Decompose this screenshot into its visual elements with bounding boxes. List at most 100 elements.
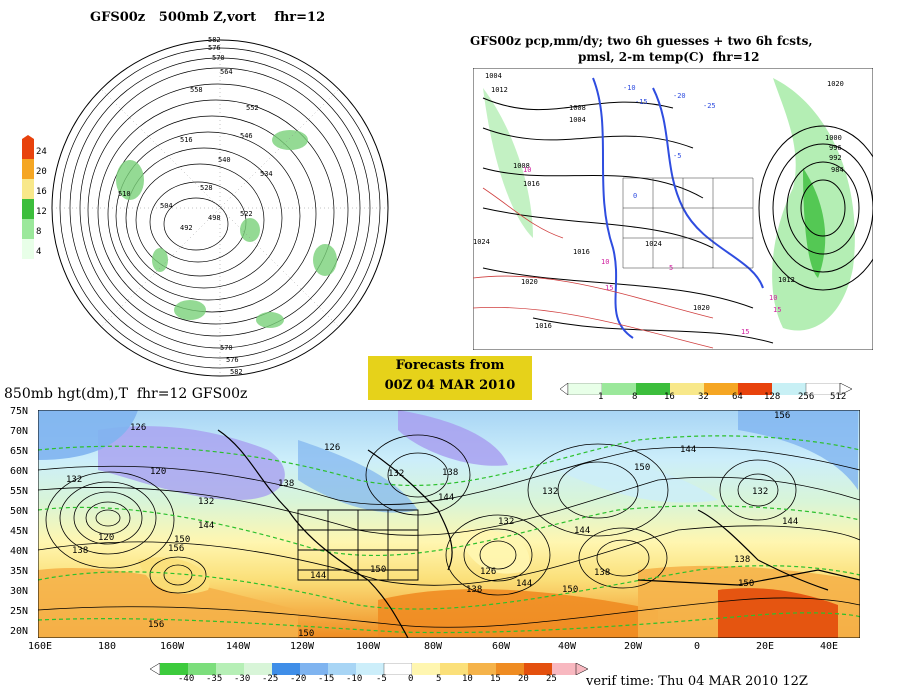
svg-text:576: 576 bbox=[226, 356, 239, 364]
panel-500mb-title: GFS00z 500mb Z,vort fhr=12 bbox=[90, 10, 326, 25]
svg-text:-10: -10 bbox=[623, 84, 636, 92]
svg-text:144: 144 bbox=[516, 579, 532, 589]
svg-text:138: 138 bbox=[442, 468, 458, 478]
temp-tick-m15: -15 bbox=[318, 674, 335, 684]
svg-text:1016: 1016 bbox=[523, 180, 540, 188]
lon-label-180: 180 bbox=[98, 641, 117, 652]
svg-text:570: 570 bbox=[212, 54, 225, 62]
svg-text:992: 992 bbox=[829, 154, 842, 162]
svg-text:150: 150 bbox=[370, 565, 386, 575]
svg-text:1016: 1016 bbox=[573, 248, 590, 256]
lon-label-60w: 60W bbox=[492, 641, 511, 652]
lon-label-100w: 100W bbox=[356, 641, 381, 652]
panel-pcp-map: 1004 1012 1008 1004 1008 1016 1024 1020 … bbox=[473, 68, 873, 350]
panel-pcp-title-line2: pmsl, 2-m temp(C) fhr=12 bbox=[578, 50, 760, 64]
forecast-box-line2: 00Z 04 MAR 2010 bbox=[384, 378, 516, 393]
svg-text:126: 126 bbox=[324, 443, 340, 453]
svg-text:546: 546 bbox=[240, 132, 253, 140]
svg-text:528: 528 bbox=[200, 184, 213, 192]
pcp-tick-256: 256 bbox=[798, 392, 815, 402]
temp-tick-m30: -30 bbox=[234, 674, 251, 684]
svg-text:156: 156 bbox=[148, 620, 164, 630]
svg-text:492: 492 bbox=[180, 224, 193, 232]
forecast-box: Forecasts from 00Z 04 MAR 2010 bbox=[368, 356, 532, 400]
svg-text:582: 582 bbox=[208, 36, 221, 44]
svg-text:582: 582 bbox=[230, 368, 243, 376]
svg-text:132: 132 bbox=[498, 517, 514, 527]
lat-label-45n: 45N bbox=[10, 526, 29, 537]
temp-tick-m35: -35 bbox=[206, 674, 223, 684]
svg-text:522: 522 bbox=[240, 210, 253, 218]
vort-tick-12: 12 bbox=[36, 207, 47, 217]
svg-text:15: 15 bbox=[605, 284, 613, 292]
temp-tick-m5: -5 bbox=[376, 674, 387, 684]
svg-text:1008: 1008 bbox=[513, 162, 530, 170]
lon-label-160w: 160W bbox=[160, 641, 185, 652]
svg-text:984: 984 bbox=[831, 166, 844, 174]
svg-text:570: 570 bbox=[220, 344, 233, 352]
svg-text:126: 126 bbox=[480, 567, 496, 577]
svg-text:1012: 1012 bbox=[778, 276, 795, 284]
svg-text:1004: 1004 bbox=[569, 116, 586, 124]
svg-text:-25: -25 bbox=[703, 102, 716, 110]
panel-500mb-map: 582 576 570 564 558 552 546 540 534 528 … bbox=[51, 36, 389, 377]
svg-text:138: 138 bbox=[466, 585, 482, 595]
lon-label-20e: 20E bbox=[756, 641, 775, 652]
svg-text:564: 564 bbox=[220, 68, 233, 76]
temp-tick-m40: -40 bbox=[178, 674, 195, 684]
lat-label-55n: 55N bbox=[10, 486, 29, 497]
svg-text:510: 510 bbox=[118, 190, 131, 198]
svg-text:576: 576 bbox=[208, 44, 221, 52]
svg-text:120: 120 bbox=[150, 467, 166, 477]
lat-label-40n: 40N bbox=[10, 546, 29, 557]
svg-text:15: 15 bbox=[741, 328, 749, 336]
svg-text:10: 10 bbox=[769, 294, 777, 302]
svg-text:150: 150 bbox=[174, 535, 190, 545]
temp-tick-0: 0 bbox=[408, 674, 414, 684]
lat-label-60n: 60N bbox=[10, 466, 29, 477]
svg-text:0: 0 bbox=[633, 192, 637, 200]
svg-text:498: 498 bbox=[208, 214, 221, 222]
pcp-tick-128: 128 bbox=[764, 392, 781, 402]
vorticity-colorbar: 24 20 16 12 8 4 bbox=[20, 135, 60, 265]
svg-text:5: 5 bbox=[669, 264, 673, 272]
temp-tick-20: 20 bbox=[518, 674, 529, 684]
lon-label-160e: 160E bbox=[28, 641, 53, 652]
svg-text:132: 132 bbox=[66, 475, 82, 485]
pcp-tick-16: 16 bbox=[664, 392, 675, 402]
temp-tick-25: 25 bbox=[546, 674, 557, 684]
svg-text:144: 144 bbox=[438, 493, 454, 503]
svg-text:132: 132 bbox=[542, 487, 558, 497]
svg-text:10: 10 bbox=[601, 258, 609, 266]
vort-tick-16: 16 bbox=[36, 187, 47, 197]
svg-text:144: 144 bbox=[198, 521, 214, 531]
lat-label-70n: 70N bbox=[10, 426, 29, 437]
verif-time: verif time: Thu 04 MAR 2010 12Z bbox=[586, 674, 808, 689]
vort-tick-20: 20 bbox=[36, 167, 47, 177]
pcp-colorbar: 1 8 16 32 64 128 256 512 bbox=[559, 380, 855, 404]
svg-text:-15: -15 bbox=[635, 98, 648, 106]
lon-label-80w: 80W bbox=[424, 641, 443, 652]
svg-text:1008: 1008 bbox=[569, 104, 586, 112]
temp-tick-m20: -20 bbox=[290, 674, 307, 684]
svg-text:132: 132 bbox=[198, 497, 214, 507]
svg-text:150: 150 bbox=[738, 579, 754, 589]
temp-tick-m25: -25 bbox=[262, 674, 279, 684]
svg-text:156: 156 bbox=[168, 544, 184, 554]
lon-label-0: 0 bbox=[694, 641, 701, 652]
lat-label-75n: 75N bbox=[10, 406, 29, 417]
panel-850mb-title: 850mb hgt(dm),T fhr=12 GFS00z bbox=[4, 386, 248, 402]
lon-label-40e: 40E bbox=[820, 641, 839, 652]
svg-text:10: 10 bbox=[523, 166, 531, 174]
lon-label-140w: 140W bbox=[226, 641, 251, 652]
vort-tick-4: 4 bbox=[36, 247, 42, 257]
lon-label-40w: 40W bbox=[558, 641, 577, 652]
lat-label-50n: 50N bbox=[10, 506, 29, 517]
svg-text:-5: -5 bbox=[673, 152, 681, 160]
lat-label-30n: 30N bbox=[10, 586, 29, 597]
svg-text:1024: 1024 bbox=[645, 240, 662, 248]
svg-text:138: 138 bbox=[278, 479, 294, 489]
lon-label-120w: 120W bbox=[290, 641, 315, 652]
vort-tick-8: 8 bbox=[36, 227, 42, 237]
svg-text:1016: 1016 bbox=[535, 322, 552, 330]
